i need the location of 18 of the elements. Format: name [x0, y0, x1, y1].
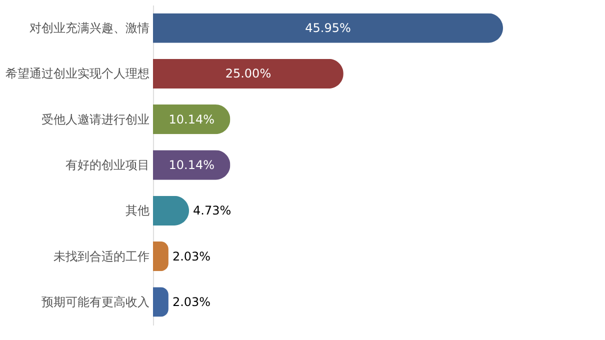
y-tick-label: 未找到合适的工作 [54, 249, 150, 264]
y-tick-label: 其他 [126, 204, 150, 218]
y-tick-label: 预期可能有更高收入 [42, 294, 150, 309]
data-label: 10.14% [168, 112, 214, 126]
bar [153, 287, 168, 317]
data-label: 4.73% [193, 204, 232, 218]
y-tick-label: 有好的创业项目 [66, 158, 150, 172]
data-label: 2.03% [172, 249, 211, 264]
data-label: 10.14% [168, 158, 214, 172]
bar [153, 58, 344, 89]
bar [153, 13, 503, 43]
data-label: 25.00% [225, 66, 272, 81]
y-tick-label: 对创业充满兴趣、激情 [30, 21, 150, 36]
bar [153, 241, 168, 272]
data-label: 2.03% [172, 294, 211, 309]
y-tick-label: 希望通过创业实现个人理想 [6, 66, 150, 81]
data-label: 45.95% [305, 21, 351, 36]
y-tick-label: 受他人邀请进行创业 [42, 112, 150, 126]
